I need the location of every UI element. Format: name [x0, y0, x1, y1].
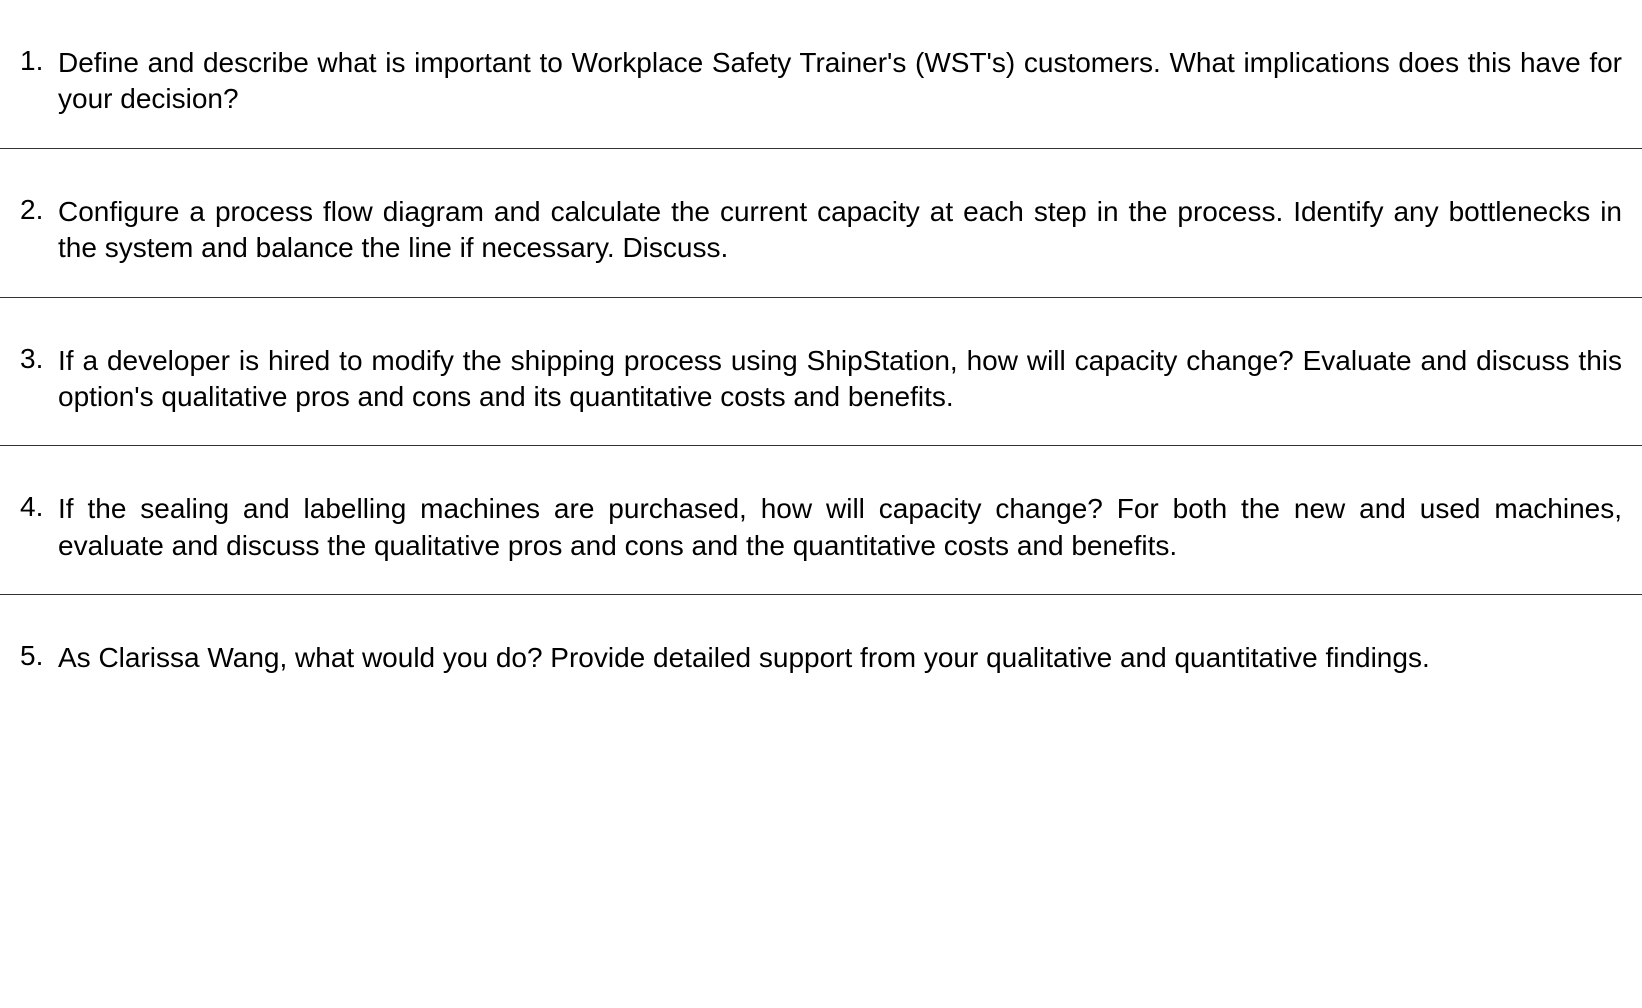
question-item-3: 3. If a developer is hired to modify the… — [0, 298, 1642, 447]
question-number: 2. — [20, 194, 58, 267]
document-container: 1. Define and describe what is important… — [0, 0, 1642, 707]
question-text: As Clarissa Wang, what would you do? Pro… — [58, 640, 1622, 676]
question-number: 3. — [20, 343, 58, 416]
question-number: 5. — [20, 640, 58, 676]
question-text: Configure a process flow diagram and cal… — [58, 194, 1622, 267]
question-number: 4. — [20, 491, 58, 564]
question-text: If a developer is hired to modify the sh… — [58, 343, 1622, 416]
question-number: 1. — [20, 45, 58, 118]
question-item-4: 4. If the sealing and labelling machines… — [0, 446, 1642, 595]
question-item-2: 2. Configure a process flow diagram and … — [0, 149, 1642, 298]
question-item-5: 5. As Clarissa Wang, what would you do? … — [0, 595, 1642, 706]
question-text: Define and describe what is important to… — [58, 45, 1622, 118]
question-item-1: 1. Define and describe what is important… — [0, 0, 1642, 149]
question-text: If the sealing and labelling machines ar… — [58, 491, 1622, 564]
